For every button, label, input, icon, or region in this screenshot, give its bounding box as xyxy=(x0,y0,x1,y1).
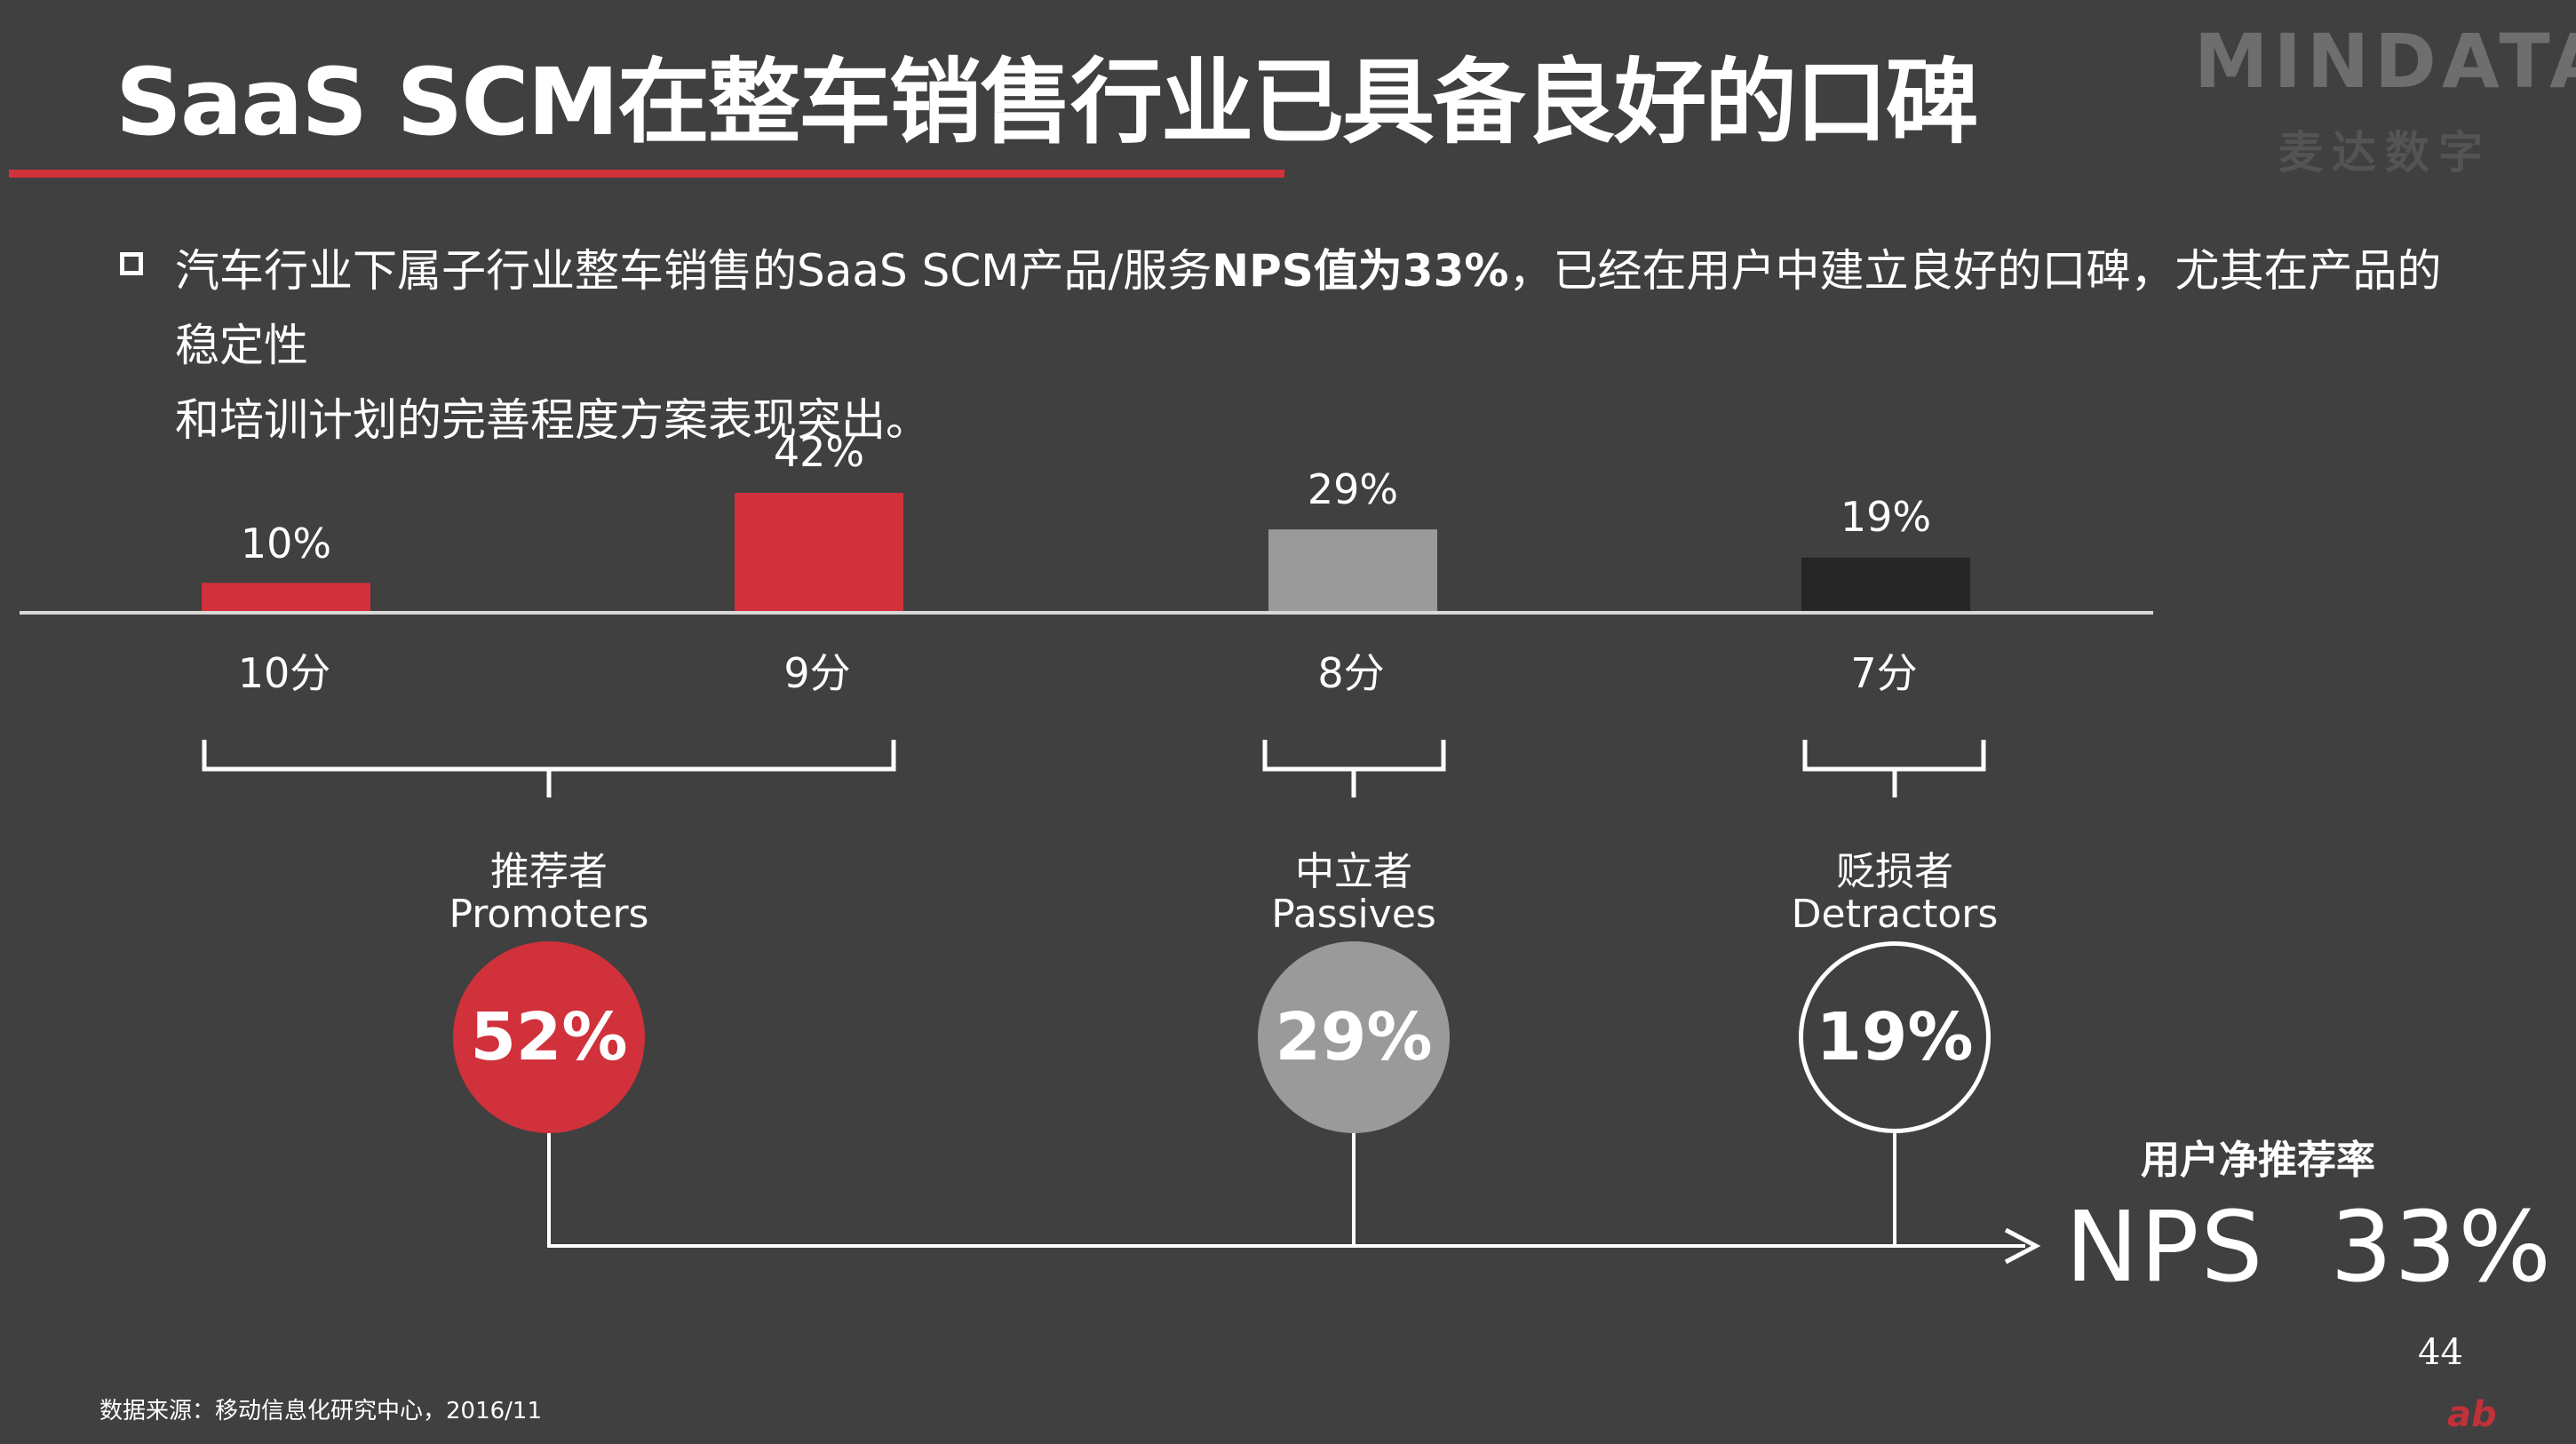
nps-value: 33% xyxy=(2330,1190,2553,1304)
corner-brand-mark-icon: ab xyxy=(2447,1394,2497,1435)
bullet-square-icon xyxy=(120,252,143,275)
bar-value-label: 42% xyxy=(773,428,865,476)
passives-label-cn: 中立者 xyxy=(1295,849,1412,894)
nps-label: NPS xyxy=(2065,1190,2265,1304)
category-label: 9分 xyxy=(783,649,851,697)
logo-subtext: 麦达数字 xyxy=(2278,127,2492,179)
category-label: 7分 xyxy=(1850,649,1918,697)
bar-4 xyxy=(1801,557,1970,611)
detractors-percent-circle: 19% xyxy=(1799,941,1991,1133)
nps-arrow-icon xyxy=(2004,1227,2041,1265)
bullet-text-part-3: 和培训计划的完善程度方案表现突出。 xyxy=(175,394,930,446)
passives-brace xyxy=(1262,740,1446,797)
nps-result: NPS 33% xyxy=(2065,1190,2553,1304)
bullet-text-highlight: NPS值为33% xyxy=(1212,245,1509,297)
bar-3 xyxy=(1268,529,1437,611)
nps-label-cn: 用户净推荐率 xyxy=(2141,1138,2375,1183)
detractors-label-en: Detractors xyxy=(1791,892,1999,937)
title-underline xyxy=(9,170,1284,178)
bullet-text-part-2: ，已经在用户中建立良好的口碑，尤其在产品的稳定性 xyxy=(175,245,2442,371)
bar-2 xyxy=(735,493,903,611)
category-label: 10分 xyxy=(237,649,331,697)
bar-value-label: 19% xyxy=(1840,493,1932,541)
nps-connector-lines xyxy=(547,1131,2025,1248)
bar-value-label: 29% xyxy=(1307,465,1399,513)
logo: MINDATA 麦达数字 xyxy=(2194,18,2576,179)
detractors-brace xyxy=(1802,740,1986,797)
page-number: 44 xyxy=(2418,1332,2463,1373)
bullet-text: 汽车行业下属子行业整车销售的SaaS SCM产品/服务NPS值为33%，已经在用… xyxy=(175,234,2485,457)
logo-text: MINDATA xyxy=(2194,18,2576,105)
promoters-percent-circle: 52% xyxy=(453,941,645,1133)
bar-value-label: 10% xyxy=(240,520,332,567)
passives-percent-circle: 29% xyxy=(1258,941,1450,1133)
promoters-label-cn: 推荐者 xyxy=(490,849,608,894)
detractors-label-cn: 贬损者 xyxy=(1836,849,1953,894)
bar-1 xyxy=(202,583,370,611)
category-label: 8分 xyxy=(1317,649,1385,697)
bullet-text-part-1: 汽车行业下属子行业整车销售的SaaS SCM产品/服务 xyxy=(175,245,1212,297)
promoters-label-en: Promoters xyxy=(449,892,649,937)
source-note: 数据来源：移动信息化研究中心，2016/11 xyxy=(99,1398,543,1424)
promoters-brace xyxy=(202,740,896,797)
passives-label-en: Passives xyxy=(1271,892,1436,937)
page-title: SaaS SCM在整车销售行业已具备良好的口碑 xyxy=(115,48,1978,156)
